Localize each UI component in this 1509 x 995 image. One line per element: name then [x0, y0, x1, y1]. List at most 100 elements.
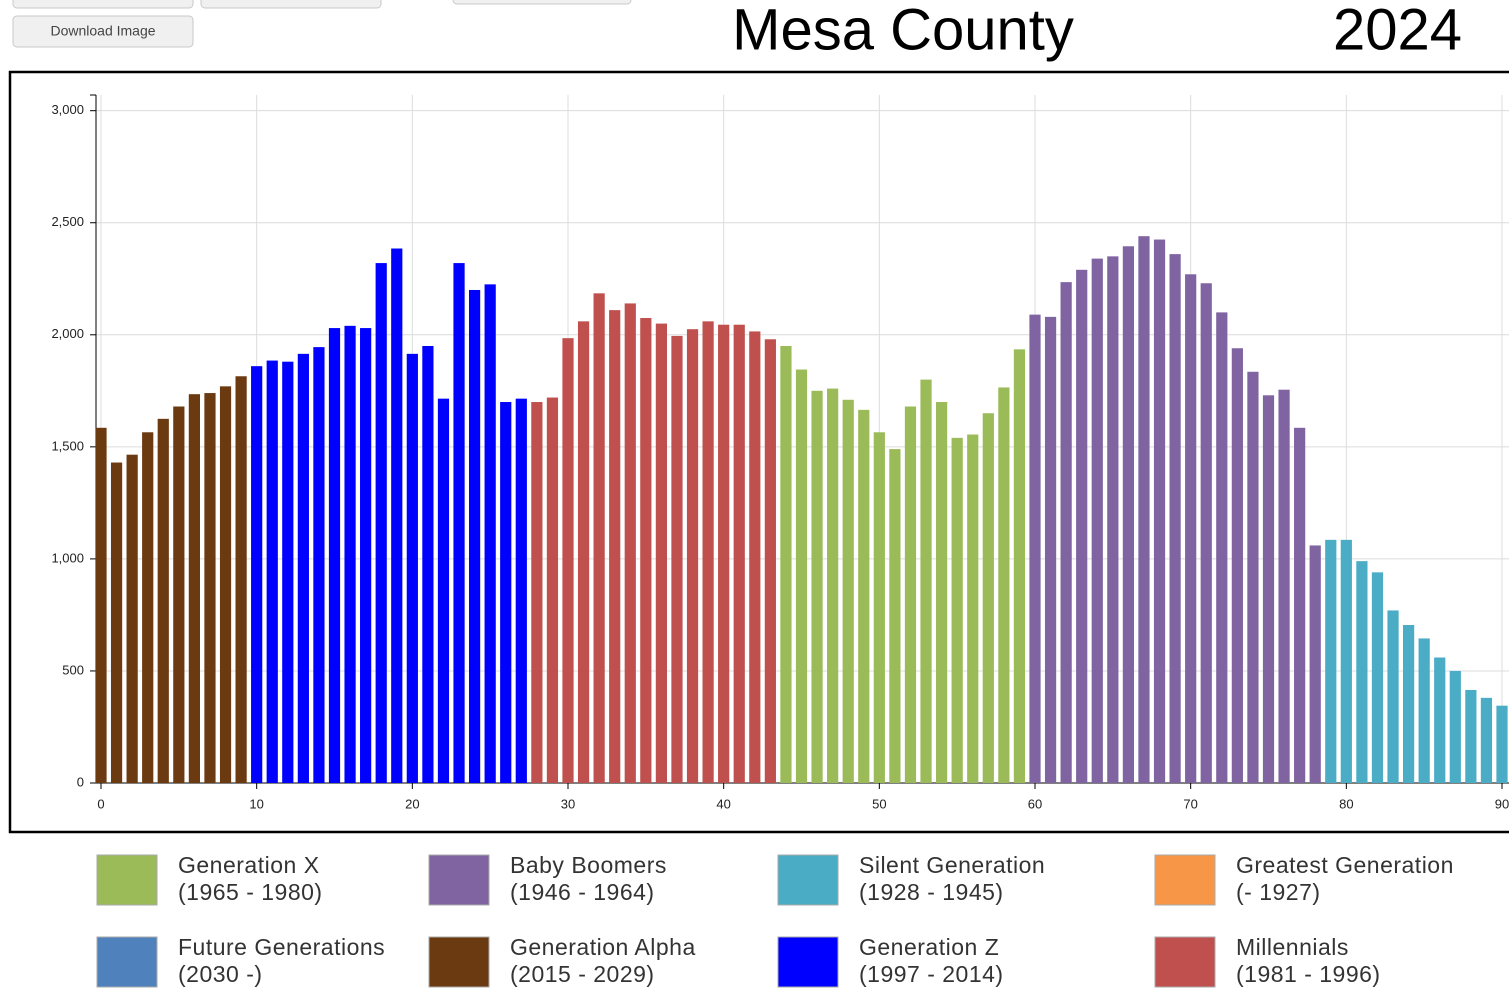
download-button-label[interactable]: Download Image [50, 23, 155, 39]
x-tick-label: 20 [405, 796, 419, 811]
bar [1122, 246, 1135, 783]
chart-frame [8, 70, 1509, 834]
legend-years: (- 1927) [1236, 879, 1321, 905]
bar [1029, 314, 1041, 783]
x-tick-label: 40 [716, 796, 730, 811]
bar [546, 397, 559, 783]
x-tick-label: 0 [97, 796, 104, 811]
bar [1278, 389, 1290, 783]
x-tick-label: 60 [1028, 796, 1042, 811]
bar [282, 361, 294, 783]
bar [1434, 657, 1446, 783]
bar [95, 427, 107, 783]
bar [686, 329, 699, 783]
bar [188, 394, 201, 783]
bar [1325, 539, 1337, 783]
bar [1294, 427, 1306, 783]
download-button[interactable] [12, 15, 194, 48]
legend-label: Silent Generation [859, 852, 1045, 878]
x-tick-label: 70 [1183, 796, 1197, 811]
legend-label: Generation X [178, 852, 320, 878]
y-tick-label: 2,000 [51, 326, 84, 341]
bar [422, 345, 434, 783]
bar [484, 284, 496, 783]
button[interactable] [452, 0, 632, 5]
bar [1418, 638, 1430, 783]
x-tick-label: 30 [561, 796, 575, 811]
legend-label: Millennials [1236, 934, 1349, 960]
bar [1340, 539, 1352, 783]
bar [391, 248, 403, 783]
bar [1107, 256, 1119, 783]
bar [1153, 239, 1166, 783]
bar [313, 347, 325, 783]
legend-years: (1997 - 2014) [859, 961, 1004, 987]
bar [795, 369, 808, 783]
bar [328, 328, 341, 783]
legend-years: (1965 - 1980) [178, 879, 323, 905]
bar [1231, 348, 1243, 783]
bar [1356, 561, 1368, 783]
bar [531, 402, 543, 783]
bar [1138, 236, 1150, 783]
bar [375, 263, 387, 783]
y-tick-label: 500 [62, 662, 84, 677]
bar [157, 418, 169, 783]
bar [1371, 572, 1384, 783]
chart-year: 2024 [1333, 0, 1462, 62]
bar [749, 331, 761, 783]
bar [1185, 274, 1197, 783]
bar [468, 289, 481, 783]
x-tick-label: 50 [872, 796, 886, 811]
legend-swatch [1154, 936, 1216, 988]
bar [406, 353, 418, 783]
bar [998, 387, 1010, 783]
bar [733, 324, 745, 783]
bar [515, 398, 527, 783]
legend-label: Baby Boomers [510, 852, 667, 878]
legend-label: Generation Alpha [510, 934, 696, 960]
bar [593, 293, 605, 783]
bar [982, 413, 994, 783]
legend-swatch [96, 936, 158, 988]
bar [920, 379, 932, 783]
bar [858, 409, 870, 783]
bar [702, 321, 714, 783]
bar [780, 345, 792, 783]
bar [1465, 689, 1477, 783]
y-tick-label: 1,500 [51, 438, 84, 453]
bar [764, 339, 776, 783]
y-tick-label: 2,500 [51, 214, 84, 229]
bar [1247, 371, 1259, 783]
bar [437, 398, 450, 783]
y-tick-label: 0 [77, 774, 84, 789]
y-tick-label: 1,000 [51, 550, 84, 565]
bar [251, 366, 263, 783]
bar [1044, 316, 1057, 783]
bar [1402, 625, 1415, 783]
x-tick-label: 10 [249, 796, 263, 811]
bar [609, 310, 621, 783]
x-tick-label: 80 [1339, 796, 1353, 811]
bar [671, 335, 683, 783]
bar [235, 376, 247, 783]
legend-label: Greatest Generation [1236, 852, 1454, 878]
bar [951, 437, 963, 783]
bar [577, 321, 590, 783]
legend-years: (2015 - 2029) [510, 961, 655, 987]
button[interactable] [200, 0, 382, 9]
bar [827, 388, 839, 783]
bar [967, 434, 979, 783]
bar [1200, 283, 1212, 783]
bar [1216, 312, 1228, 783]
legend-years: (1981 - 1996) [1236, 961, 1381, 987]
bar [718, 324, 730, 783]
bar [873, 432, 885, 783]
bar [904, 406, 917, 783]
legend-swatch [1154, 854, 1216, 906]
button[interactable] [12, 0, 194, 9]
legend-years: (1946 - 1964) [510, 879, 655, 905]
bar [889, 449, 901, 783]
